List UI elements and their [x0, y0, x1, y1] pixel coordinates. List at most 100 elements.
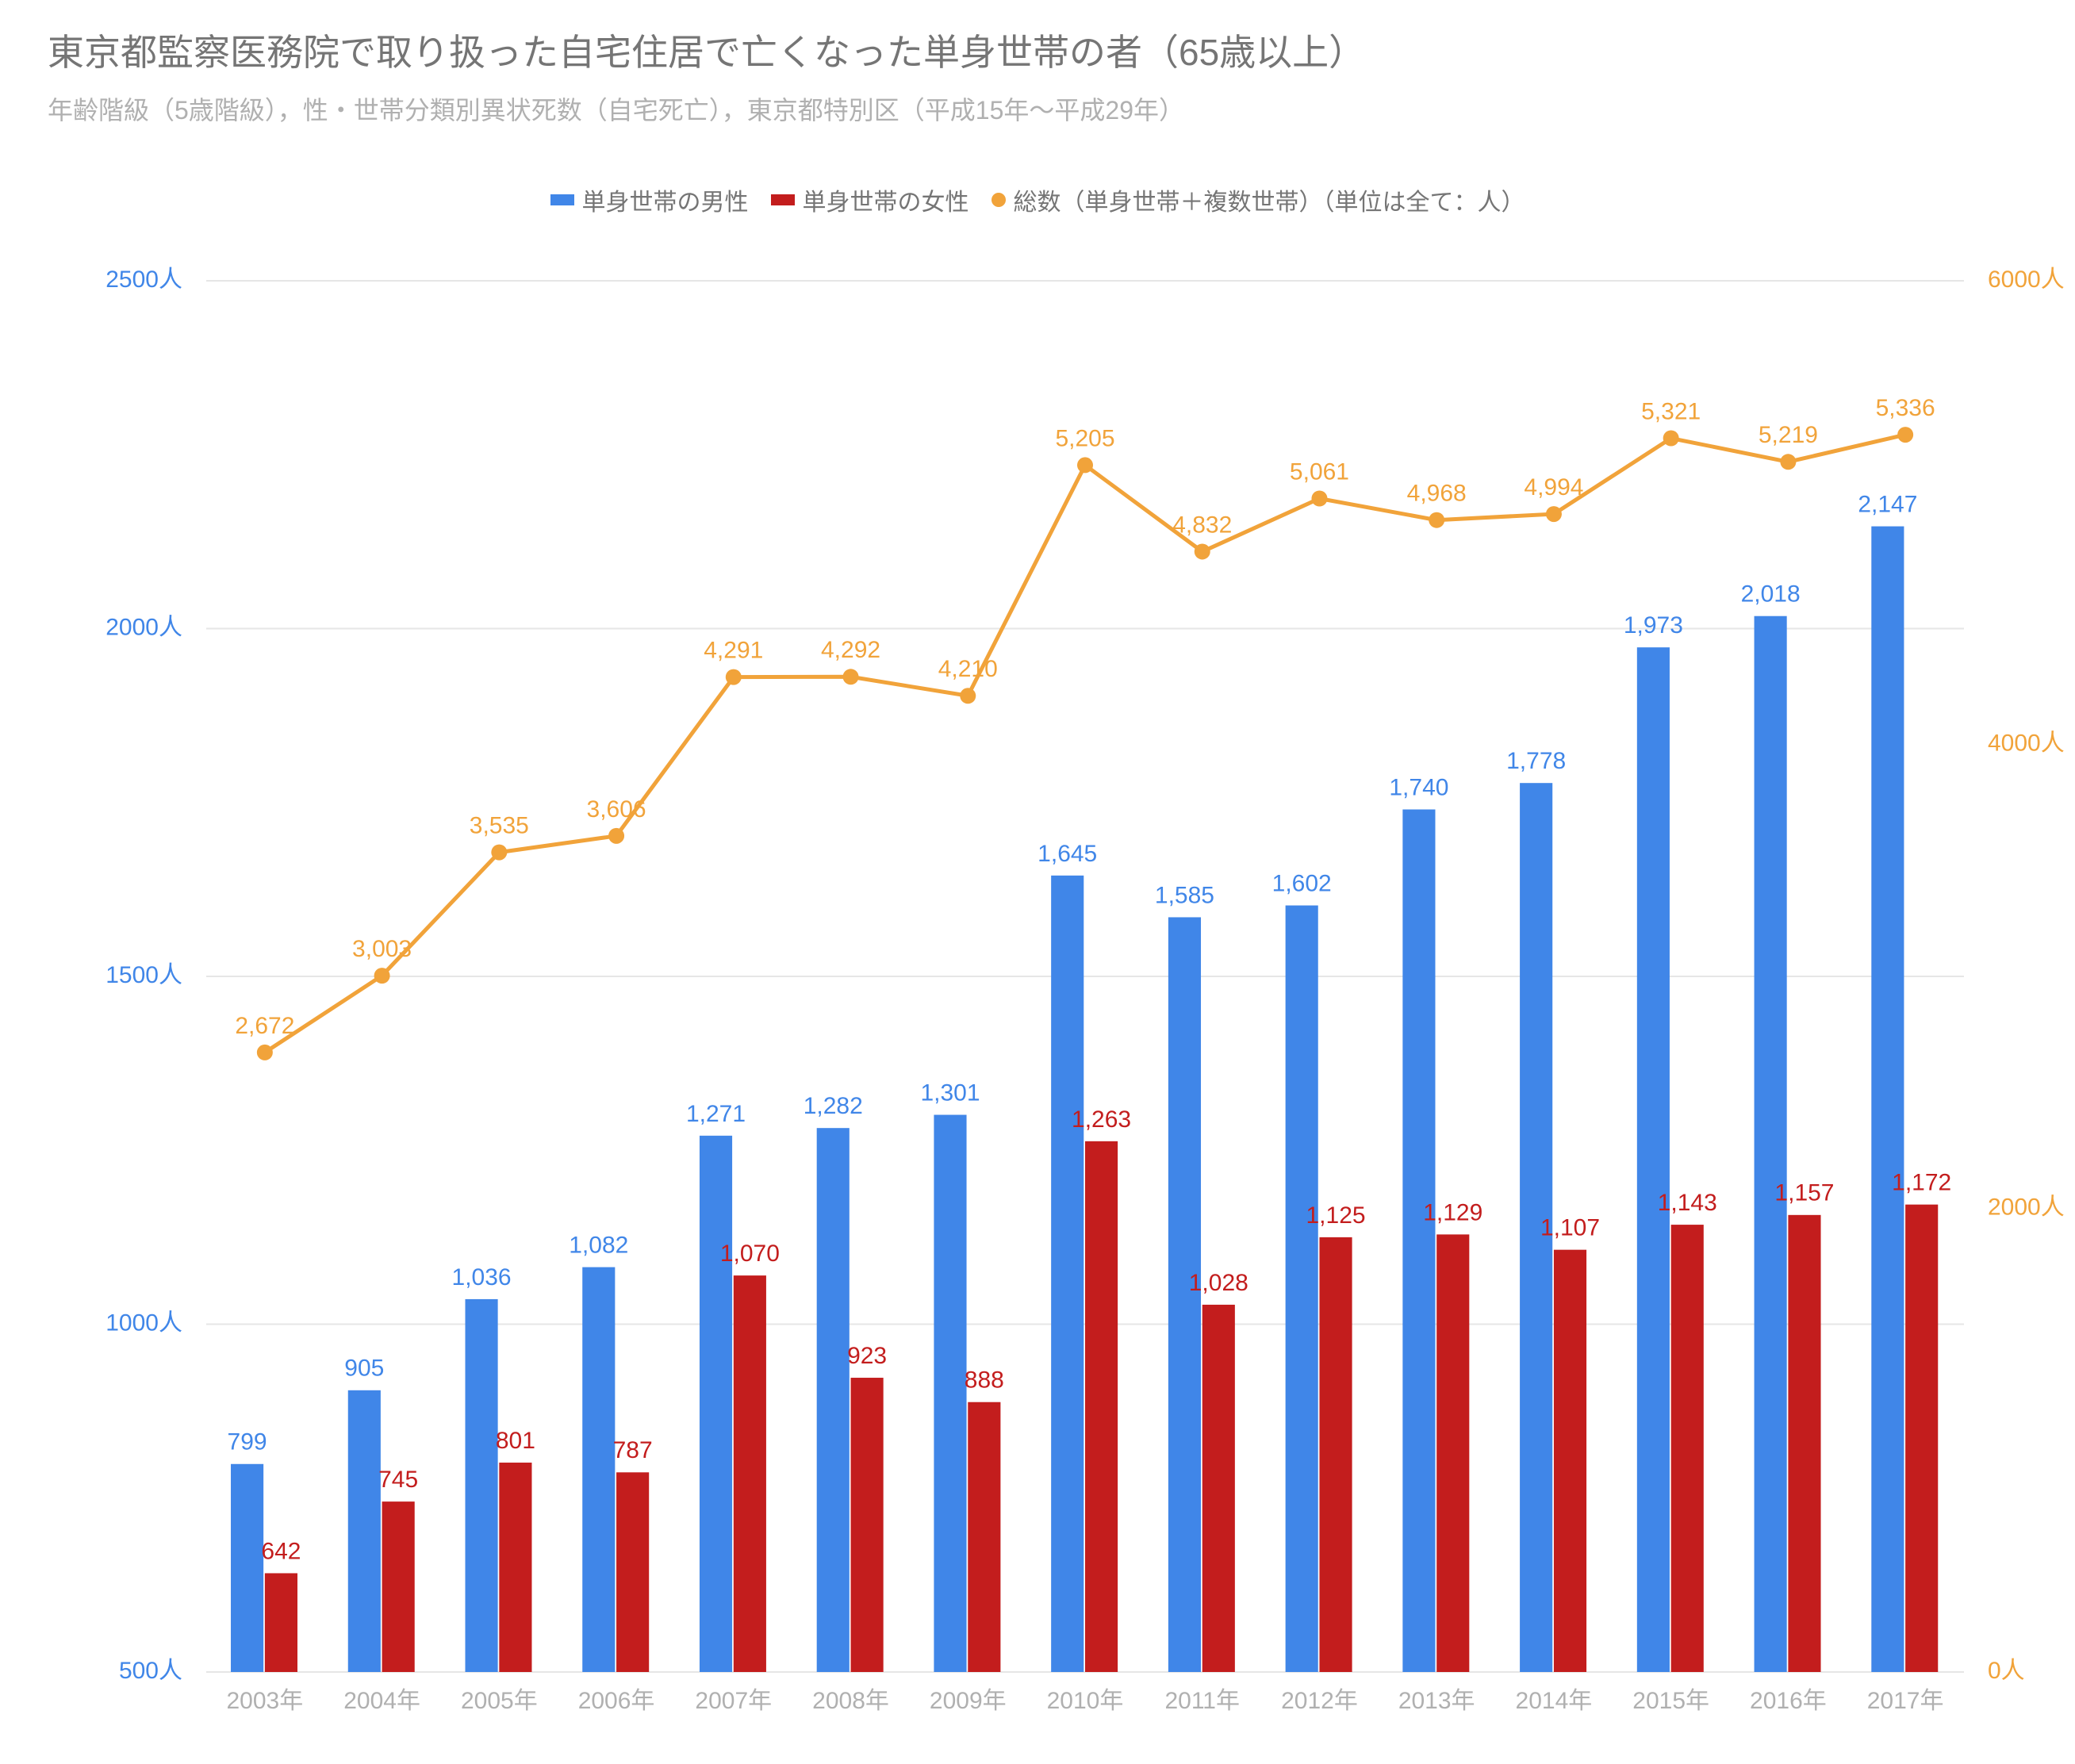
line-label-total: 4,292: [821, 637, 880, 663]
bar-male: [1637, 647, 1670, 1672]
bar-female: [1788, 1215, 1820, 1672]
legend-swatch-female: [771, 194, 795, 205]
bar-female: [1319, 1237, 1352, 1672]
marker-total: [1897, 427, 1913, 443]
x-tick-label: 2014年: [1516, 1688, 1593, 1714]
y-left-tick-label: 2500人: [105, 267, 182, 293]
bar-male: [934, 1115, 966, 1672]
x-tick-label: 2006年: [578, 1688, 655, 1714]
y-right-tick-label: 6000人: [1988, 267, 2065, 293]
marker-total: [374, 968, 390, 984]
y-left-tick-label: 1000人: [105, 1310, 182, 1336]
marker-total: [726, 669, 742, 685]
bar-label-male: 1,602: [1272, 870, 1332, 896]
bar-female: [1436, 1234, 1469, 1672]
bar-female: [265, 1573, 297, 1672]
bar-label-female: 1,129: [1423, 1199, 1482, 1225]
marker-total: [1195, 543, 1210, 559]
chart-plot: 500人1000人1500人2000人2500人0人2000人4000人6000…: [48, 225, 2075, 1751]
x-tick-label: 2007年: [695, 1688, 772, 1714]
bar-label-male: 1,740: [1389, 774, 1448, 800]
bar-female: [382, 1501, 415, 1672]
x-tick-label: 2004年: [343, 1688, 420, 1714]
y-right-tick-label: 2000人: [1988, 1194, 2065, 1220]
line-label-total: 5,336: [1876, 395, 1935, 421]
bar-male: [582, 1267, 615, 1672]
legend-item-female: 単身世帯の女性: [771, 182, 969, 217]
bar-label-male: 1,271: [686, 1101, 746, 1127]
line-label-total: 4,291: [704, 638, 763, 664]
x-tick-label: 2016年: [1750, 1688, 1827, 1714]
bar-label-male: 2,147: [1858, 492, 1917, 518]
y-left-tick-label: 2000人: [105, 614, 182, 640]
bar-label-female: 787: [613, 1437, 653, 1463]
bar-male: [1286, 906, 1318, 1672]
bar-male: [231, 1464, 263, 1672]
marker-total: [608, 828, 624, 844]
chart-subtitle: 年齢階級（5歳階級），性・世帯分類別異状死数（自宅死亡），東京都特別区（平成15…: [48, 90, 2027, 127]
marker-total: [843, 669, 859, 685]
bar-label-female: 1,263: [1072, 1106, 1131, 1133]
bar-male: [1402, 810, 1435, 1672]
line-label-total: 4,210: [938, 656, 998, 682]
x-tick-label: 2005年: [461, 1688, 538, 1714]
legend-label-male: 単身世帯の男性: [582, 182, 749, 217]
bar-label-male: 1,282: [804, 1093, 863, 1119]
line-label-total: 4,968: [1407, 481, 1467, 507]
bar-label-male: 1,645: [1038, 841, 1097, 867]
marker-total: [960, 688, 976, 704]
marker-total: [1429, 512, 1444, 528]
y-right-tick-label: 0人: [1988, 1658, 2025, 1684]
x-tick-label: 2017年: [1867, 1688, 1944, 1714]
chart-container: 東京都監察医務院で取り扱った自宅住居で亡くなった単身世帯の者（65歳以上） 年齢…: [0, 0, 2075, 1764]
line-label-total: 5,205: [1055, 425, 1114, 451]
bar-label-male: 1,778: [1506, 748, 1566, 774]
marker-total: [1663, 430, 1679, 446]
x-tick-label: 2003年: [226, 1688, 303, 1714]
bar-label-female: 1,157: [1774, 1180, 1834, 1206]
line-label-total: 5,321: [1641, 398, 1701, 424]
marker-total: [1311, 491, 1327, 507]
x-tick-label: 2015年: [1632, 1688, 1709, 1714]
bar-female: [734, 1275, 766, 1672]
bar-label-male: 1,585: [1155, 882, 1214, 908]
bar-female: [1202, 1305, 1235, 1672]
x-tick-label: 2012年: [1281, 1688, 1358, 1714]
line-label-total: 4,832: [1172, 512, 1232, 538]
x-tick-label: 2010年: [1047, 1688, 1124, 1714]
bar-label-female: 1,143: [1658, 1190, 1717, 1216]
x-tick-label: 2009年: [930, 1688, 1007, 1714]
chart-title: 東京都監察医務院で取り扱った自宅住居で亡くなった単身世帯の者（65歳以上）: [48, 24, 2027, 76]
y-left-tick-label: 500人: [119, 1658, 182, 1684]
legend-label-total: 総数（単身世帯＋複数世帯）（単位は全て：人）: [1014, 182, 1525, 217]
line-label-total: 5,061: [1290, 458, 1349, 485]
bar-label-male: 1,973: [1624, 612, 1683, 638]
bar-male: [1871, 527, 1904, 1672]
line-label-total: 4,994: [1524, 474, 1583, 500]
legend-item-male: 単身世帯の男性: [550, 182, 749, 217]
y-left-tick-label: 1500人: [105, 962, 182, 988]
line-label-total: 3,003: [352, 936, 412, 962]
bar-label-male: 2,018: [1741, 581, 1801, 608]
bar-male: [1755, 616, 1787, 1672]
legend-swatch-male: [550, 194, 574, 205]
x-tick-label: 2013年: [1398, 1688, 1475, 1714]
bar-male: [348, 1390, 381, 1672]
bar-label-female: 801: [496, 1428, 535, 1454]
bar-male: [817, 1128, 850, 1672]
marker-total: [1780, 454, 1796, 470]
x-tick-label: 2008年: [812, 1688, 889, 1714]
line-label-total: 2,672: [235, 1013, 294, 1039]
bar-female: [499, 1463, 531, 1672]
marker-total: [1546, 506, 1562, 522]
bar-label-female: 923: [847, 1343, 887, 1369]
bar-female: [1554, 1250, 1586, 1672]
legend-label-female: 単身世帯の女性: [803, 182, 969, 217]
line-label-total: 5,219: [1759, 422, 1818, 448]
bar-label-male: 799: [228, 1429, 267, 1455]
bar-label-female: 1,107: [1540, 1215, 1600, 1241]
x-tick-label: 2011年: [1164, 1688, 1240, 1714]
legend-item-total: 総数（単身世帯＋複数世帯）（単位は全て：人）: [991, 182, 1525, 217]
legend-swatch-total: [991, 193, 1006, 207]
bar-female: [968, 1402, 1000, 1672]
